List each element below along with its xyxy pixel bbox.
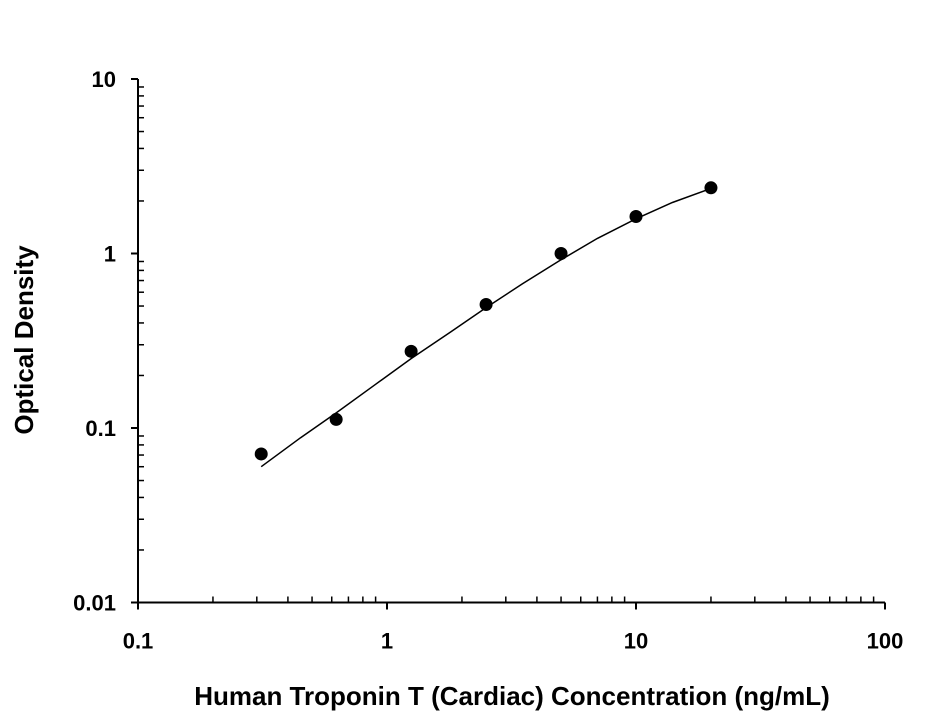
axes bbox=[131, 78, 886, 610]
data-point bbox=[404, 344, 418, 358]
x-tick-label: 1 bbox=[381, 629, 393, 654]
x-tick-label: 10 bbox=[624, 629, 648, 654]
x-tick-label: 0.1 bbox=[123, 629, 154, 654]
y-tick-label: 1 bbox=[104, 242, 116, 267]
y-tick-label: 0.1 bbox=[85, 416, 116, 441]
data-point bbox=[254, 447, 268, 461]
y-axis-label: Optical Density bbox=[9, 245, 39, 435]
data-point bbox=[554, 247, 568, 260]
data-points bbox=[254, 181, 718, 461]
data-point bbox=[479, 298, 493, 312]
data-point bbox=[329, 412, 343, 426]
data-point bbox=[629, 209, 643, 223]
x-tick-label: 100 bbox=[867, 629, 904, 654]
tick-labels: 0.1 1 10 100 0.01 0.1 1 10 bbox=[73, 67, 903, 654]
fit-curve bbox=[260, 187, 712, 468]
y-tick-label: 10 bbox=[92, 67, 116, 92]
data-point bbox=[704, 181, 718, 195]
y-tick-label: 0.01 bbox=[73, 591, 116, 616]
x-axis-label: Human Troponin T (Cardiac) Concentration… bbox=[194, 681, 830, 711]
